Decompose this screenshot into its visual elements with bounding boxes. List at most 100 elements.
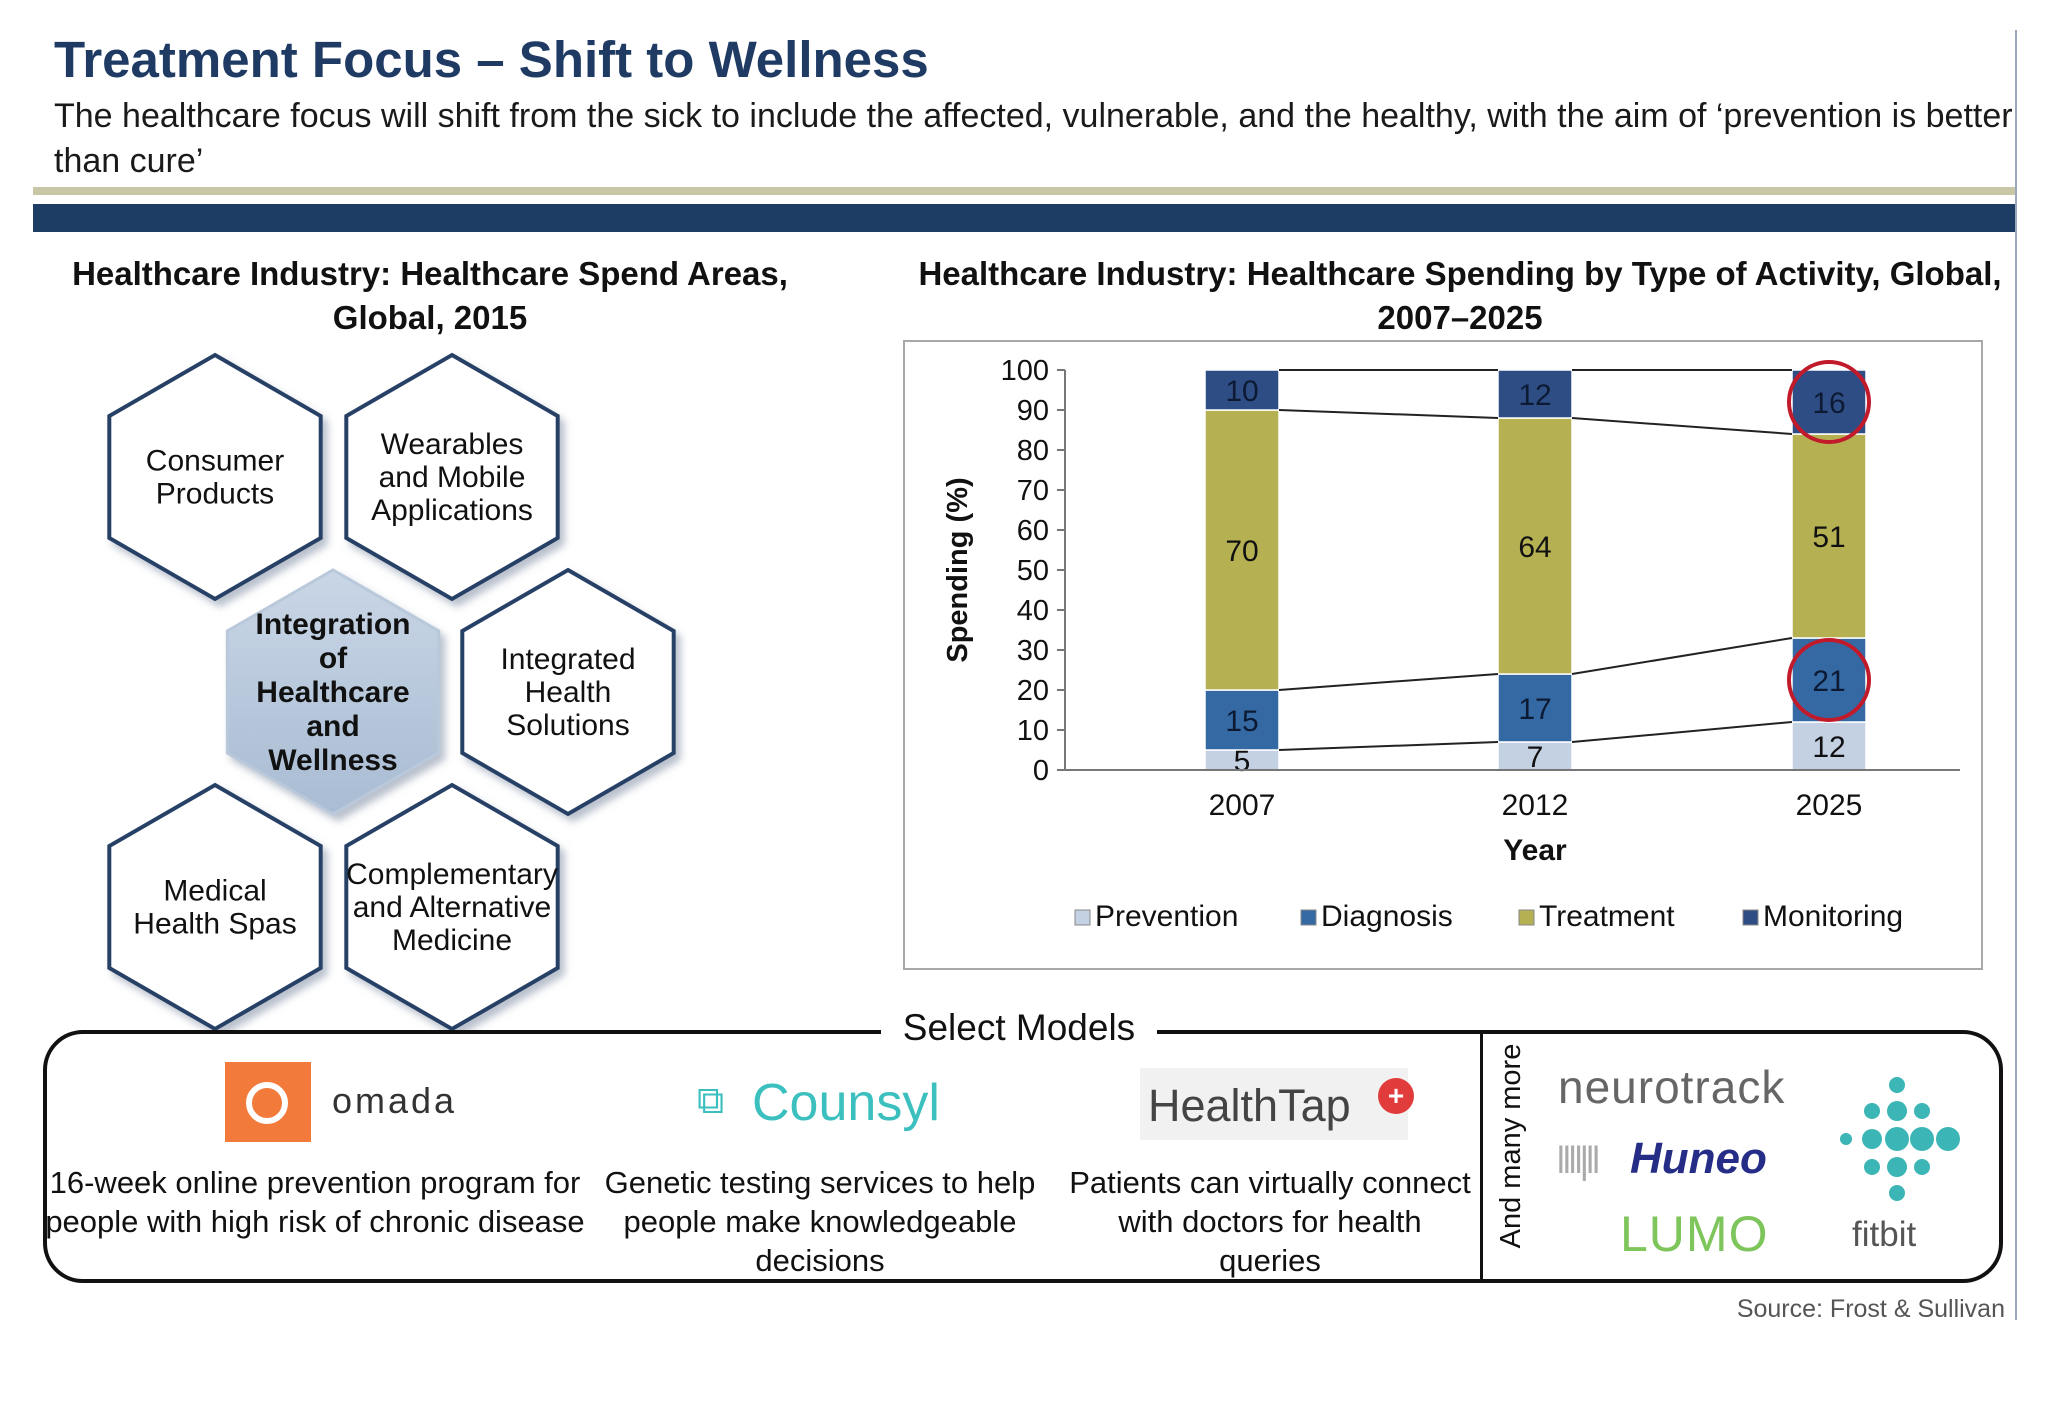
fitbit-logo-text: fitbit	[1852, 1215, 1917, 1254]
data-label: 51	[1812, 521, 1845, 554]
x-tick-label: 2007	[1209, 789, 1276, 822]
header-band-thin	[33, 187, 2015, 195]
legend-swatch	[1300, 909, 1317, 926]
data-label: 16	[1812, 387, 1845, 420]
highlight-circle	[1787, 638, 1871, 722]
legend-item-treatment: Treatment	[1518, 900, 1675, 933]
counsyl-logo-icon: ⧉	[697, 1080, 725, 1122]
hexagon-label: Integrated Health Solutions	[500, 643, 635, 742]
models-divider	[1480, 1030, 1483, 1283]
series-connector-line	[1278, 673, 1499, 691]
y-tick-label: 40	[1017, 595, 1049, 627]
y-tick-label: 30	[1017, 635, 1049, 667]
data-label: 17	[1518, 693, 1551, 726]
series-connector-line	[1571, 417, 1793, 435]
bar-segment-treatment-2007	[1204, 409, 1280, 691]
legend-swatch	[1518, 909, 1535, 926]
huneo-logo-text: Huneo	[1630, 1134, 1767, 1183]
spending-chart-box: 5 15 70 10 7 17 64 12 12 21 51 16 0 10 20 30 40 50 60 70 80…	[903, 340, 1983, 970]
y-axis-label: Spending (%)	[942, 477, 974, 662]
y-tick-label: 20	[1017, 675, 1049, 707]
bar-segment-treatment-2012	[1497, 417, 1573, 675]
data-label: 10	[1225, 375, 1258, 408]
page-title: Treatment Focus – Shift to Wellness	[54, 31, 929, 88]
neurotrack-logo-text: neurotrack	[1558, 1061, 1786, 1113]
y-tick-label: 100	[1001, 355, 1049, 387]
hexagon-5: Medical Health SpasMedical Health Spas	[107, 782, 323, 1030]
bar-segment-prevention-2025	[1791, 721, 1867, 771]
omada-ring-icon	[246, 1082, 288, 1124]
header-band-thick	[33, 204, 2015, 232]
and-many-more-label: And many more	[1495, 1043, 1527, 1249]
series-connector-line	[1571, 721, 1793, 743]
hexagon-label: Consumer Products	[146, 445, 284, 511]
y-tick-label: 10	[1017, 715, 1049, 747]
y-tick-label: 90	[1017, 395, 1049, 427]
spend-areas-hexagon-diagram: Consumer ProductsConsumer ProductsWearabl…	[107, 352, 676, 1030]
data-label: 15	[1225, 705, 1258, 738]
y-tick-label: 50	[1017, 555, 1049, 587]
bar-segment-treatment-2025	[1791, 433, 1867, 639]
counsyl-description: Genetic testing services to help people …	[604, 1165, 1036, 1278]
legend-label: Prevention	[1095, 900, 1238, 933]
x-axis-label: Year	[1503, 834, 1567, 867]
data-label: 21	[1812, 665, 1845, 698]
series-connector-line	[1278, 741, 1499, 751]
bar-segment-diagnosis-2007	[1204, 689, 1280, 751]
y-tick-label: 60	[1017, 515, 1049, 547]
series-connector-line	[1571, 637, 1793, 675]
data-label: 12	[1518, 379, 1551, 412]
hexagon-label: Complementary and Alternative Medicine	[346, 858, 558, 957]
source-note: Source: Frost & Sullivan	[1736, 1295, 2005, 1323]
data-label: 7	[1527, 741, 1544, 774]
bar-segment-monitoring-2025	[1791, 369, 1867, 435]
hexagon-2: Wearables and Mobile ApplicationsWearables…	[344, 352, 560, 602]
data-label: 70	[1225, 535, 1258, 568]
healthtap-logo-background	[1140, 1068, 1408, 1140]
bar-segment-diagnosis-2025	[1791, 637, 1867, 723]
bar-segment-prevention-2012	[1497, 741, 1573, 771]
y-tick-label: 70	[1017, 475, 1049, 507]
bar-segment-diagnosis-2012	[1497, 673, 1573, 743]
omada-logo-text: omada	[332, 1080, 458, 1121]
healthtap-description: Patients can virtually connect with doct…	[1069, 1165, 1471, 1278]
x-tick-label: 2025	[1796, 789, 1863, 822]
highlight-circle	[1787, 360, 1871, 444]
hexagon-label: Medical Health Spas	[133, 875, 296, 941]
legend-swatch	[1074, 909, 1091, 926]
spending-chart-title: Healthcare Industry: Healthcare Spending…	[918, 255, 2002, 336]
right-edge-rule	[2015, 30, 2017, 1320]
hexagon-label: Wearables and Mobile Applications	[371, 428, 533, 527]
spend-areas-title: Healthcare Industry: Healthcare Spend Ar…	[72, 255, 788, 336]
legend-label: Treatment	[1539, 900, 1675, 933]
hexagon-4: Integrated Health SolutionsIntegrated Heal…	[460, 567, 676, 817]
legend-swatch	[1742, 909, 1759, 926]
legend-label: Diagnosis	[1321, 900, 1453, 933]
series-connector-line	[1278, 409, 1499, 419]
healthtap-logo-text: HealthTap	[1148, 1080, 1351, 1131]
hexagon-1: Consumer ProductsConsumer Products	[107, 352, 323, 602]
lumo-logo-text: LUMO	[1620, 1206, 1769, 1262]
page-subtitle: The healthcare focus will shift from the…	[54, 97, 2013, 180]
legend-label: Monitoring	[1763, 900, 1903, 933]
legend-item-prevention: Prevention	[1074, 900, 1238, 933]
select-models-title: Select Models	[880, 1007, 1158, 1049]
x-tick-label: 2012	[1502, 789, 1569, 822]
hexagon-6: Complementary and Alternative MedicineComp…	[344, 782, 560, 1030]
bar-segment-monitoring-2007	[1204, 369, 1280, 411]
fitbit-dots-icon	[1840, 1077, 1960, 1201]
legend-item-monitoring: Monitoring	[1742, 900, 1903, 933]
data-label: 64	[1518, 531, 1551, 564]
hexagon-3: Integration of Healthcare and WellnessIntegr…	[225, 568, 441, 816]
healthtap-plus-icon: +	[1378, 1078, 1414, 1114]
y-tick-label: 80	[1017, 435, 1049, 467]
counsyl-logo-text: Counsyl	[752, 1074, 940, 1132]
hexagon-label: Integration of Healthcare and Wellness	[256, 608, 411, 777]
huneo-logo-icon: ‖‖|‖	[1556, 1140, 1601, 1182]
bar-segment-monitoring-2012	[1497, 369, 1573, 419]
data-label: 12	[1812, 731, 1845, 764]
y-tick-label: 0	[1033, 755, 1049, 787]
legend-item-diagnosis: Diagnosis	[1300, 900, 1453, 933]
omada-description: 16-week online prevention program for pe…	[45, 1165, 585, 1239]
